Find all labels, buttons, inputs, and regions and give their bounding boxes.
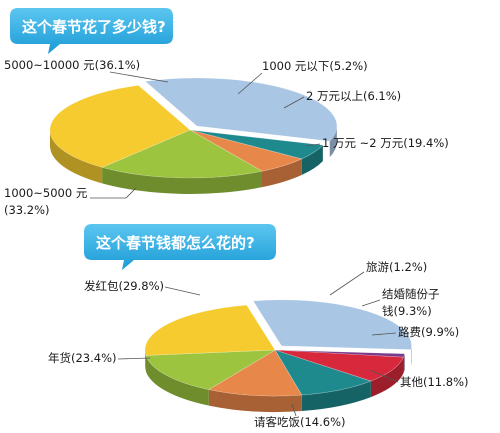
slice-label: 钱(9.3%) xyxy=(382,304,432,318)
chart1-title-bubble: 这个春节花了多少钱? xyxy=(10,8,173,54)
slice-label: 5000~10000 元(36.1%) xyxy=(4,58,140,72)
chart2-labels: 发红包(29.8%) 旅游(1.2%) 结婚随份子 钱(9.3%) 路费(9.9… xyxy=(48,260,469,429)
chart1-labels: 5000~10000 元(36.1%) 1000 元以下(5.2%) 2 万元以… xyxy=(4,58,449,217)
pie-slice-side xyxy=(145,355,209,406)
slice-label: (33.2%) xyxy=(4,203,50,217)
slice-label: 1 万元 ~2 万元(19.4%) xyxy=(322,136,449,150)
chart1-title: 这个春节花了多少钱? xyxy=(22,18,166,36)
slice-label: 请客吃饭(14.6%) xyxy=(254,415,346,429)
pie-slice-side xyxy=(145,350,146,372)
slice-label: 年货(23.4%) xyxy=(48,351,117,365)
pie-chart-spending-categories xyxy=(144,299,412,413)
pie-slice-side xyxy=(50,130,103,184)
slice-label: 结婚随份子 xyxy=(382,287,440,301)
pie-slice xyxy=(208,349,303,397)
pie-slice-side xyxy=(301,381,371,412)
pie-slice xyxy=(189,129,303,172)
pie-slice xyxy=(252,299,412,350)
chart2-title: 这个春节钱都怎么花的? xyxy=(96,234,255,252)
pie-slice-side xyxy=(102,167,263,194)
pie-slice-side xyxy=(403,353,405,374)
slice-label: 2 万元以上(6.1%) xyxy=(306,89,401,103)
slice-label: 1000~5000 元 xyxy=(4,186,88,200)
pie-slice xyxy=(274,349,404,382)
slice-label: 发红包(29.8%) xyxy=(84,279,164,293)
pie-slice-side xyxy=(329,126,337,158)
chart2-title-bubble: 这个春节钱都怎么花的? xyxy=(84,224,276,270)
pie-slice-side xyxy=(301,145,323,175)
slice-label: 1000 元以下(5.2%) xyxy=(262,59,368,73)
pie-slice-side xyxy=(262,158,302,188)
pie-slice-side xyxy=(208,389,302,413)
pie-slice xyxy=(274,349,372,396)
pie-slice xyxy=(49,85,191,168)
pie-slice xyxy=(274,349,405,358)
slice-label: 旅游(1.2%) xyxy=(366,260,427,274)
pie-slice xyxy=(144,77,338,142)
pie-slice xyxy=(144,304,276,356)
pie-chart-spending-amount xyxy=(49,77,338,194)
pie-slice xyxy=(101,129,263,179)
slice-label: 其他(11.8%) xyxy=(400,375,469,389)
pie-slice xyxy=(189,129,324,160)
slice-label: 路费(9.9%) xyxy=(398,325,459,339)
